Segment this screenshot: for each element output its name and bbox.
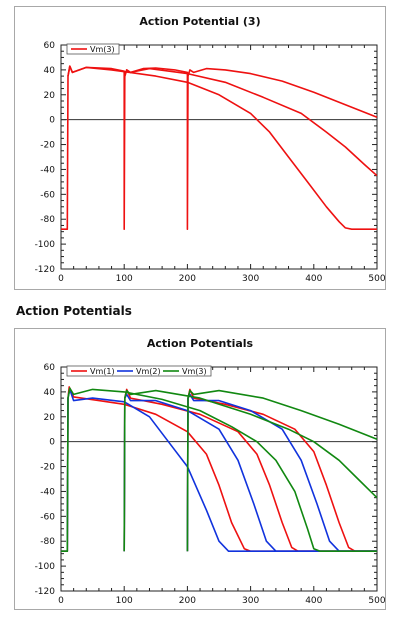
legend-label: Vm(1) — [90, 367, 115, 376]
legend-box — [66, 43, 120, 55]
series-line-trace-8 — [186, 389, 377, 552]
chart-panel-action-potentials: Action Potentials 0 100 200 300 400 500 60 40 20 0… — [14, 328, 386, 610]
chart-title: Action Potentials — [147, 337, 254, 350]
x-tick-label: 0 — [58, 596, 64, 606]
x-tick-label: 400 — [305, 596, 322, 606]
plot-area — [60, 44, 378, 270]
series-line-vm3 — [61, 387, 377, 552]
x-tick-label: 100 — [116, 274, 133, 284]
legend-box — [66, 365, 212, 377]
y-tick-label: -20 — [40, 141, 55, 151]
y-tick-label: 20 — [44, 91, 56, 101]
y-tick-label: -100 — [35, 240, 56, 250]
action-potential-3-chart: Action Potential (3)0 100 200 300 400 5006040… — [35, 15, 385, 284]
x-tick-label: 200 — [179, 596, 196, 606]
series-line-trace-2 — [186, 388, 377, 552]
y-tick-label: -60 — [40, 512, 55, 522]
series-line-trace-1 — [123, 388, 377, 552]
y-tick-label: -20 — [40, 463, 55, 473]
y-tick-label: 40 — [44, 66, 56, 76]
y-tick-label: 60 — [44, 41, 56, 51]
legend-label: Vm(2) — [136, 367, 161, 376]
y-tick-label: -40 — [40, 165, 55, 175]
y-tick-label: -120 — [35, 265, 56, 275]
series-line-trace-2 — [124, 67, 377, 177]
x-tick-label: 500 — [368, 596, 385, 606]
section-heading: Action Potentials — [16, 304, 132, 318]
y-tick-label: -80 — [40, 537, 55, 547]
y-tick-label: -60 — [40, 190, 55, 200]
series-line-trace-1 — [67, 65, 377, 230]
y-tick-label: -120 — [35, 587, 56, 597]
legend-label: Vm(3) — [90, 45, 115, 54]
y-tick-label: 40 — [44, 388, 56, 398]
x-tick-label: 500 — [368, 274, 385, 284]
y-tick-label: -80 — [40, 215, 55, 225]
y-tick-label: -100 — [35, 562, 56, 572]
x-tick-label: 100 — [116, 596, 133, 606]
y-tick-label: 20 — [44, 413, 56, 423]
x-tick-label: 300 — [242, 274, 259, 284]
y-tick-label: 60 — [44, 363, 56, 373]
series-line-trace-7 — [123, 389, 377, 552]
legend-label: Vm(3) — [182, 367, 207, 376]
x-tick-label: 0 — [58, 274, 64, 284]
y-tick-label: 0 — [49, 438, 55, 448]
x-tick-label: 200 — [179, 274, 196, 284]
chart-title: Action Potential (3) — [139, 15, 260, 28]
chart-panel-action-potential-3: Action Potential (3) 0 100 200 300 400 500 60 40… — [14, 6, 386, 290]
x-tick-label: 300 — [242, 596, 259, 606]
x-tick-label: 400 — [305, 274, 322, 284]
y-tick-label: -40 — [40, 487, 55, 497]
y-tick-label: 0 — [49, 116, 55, 126]
